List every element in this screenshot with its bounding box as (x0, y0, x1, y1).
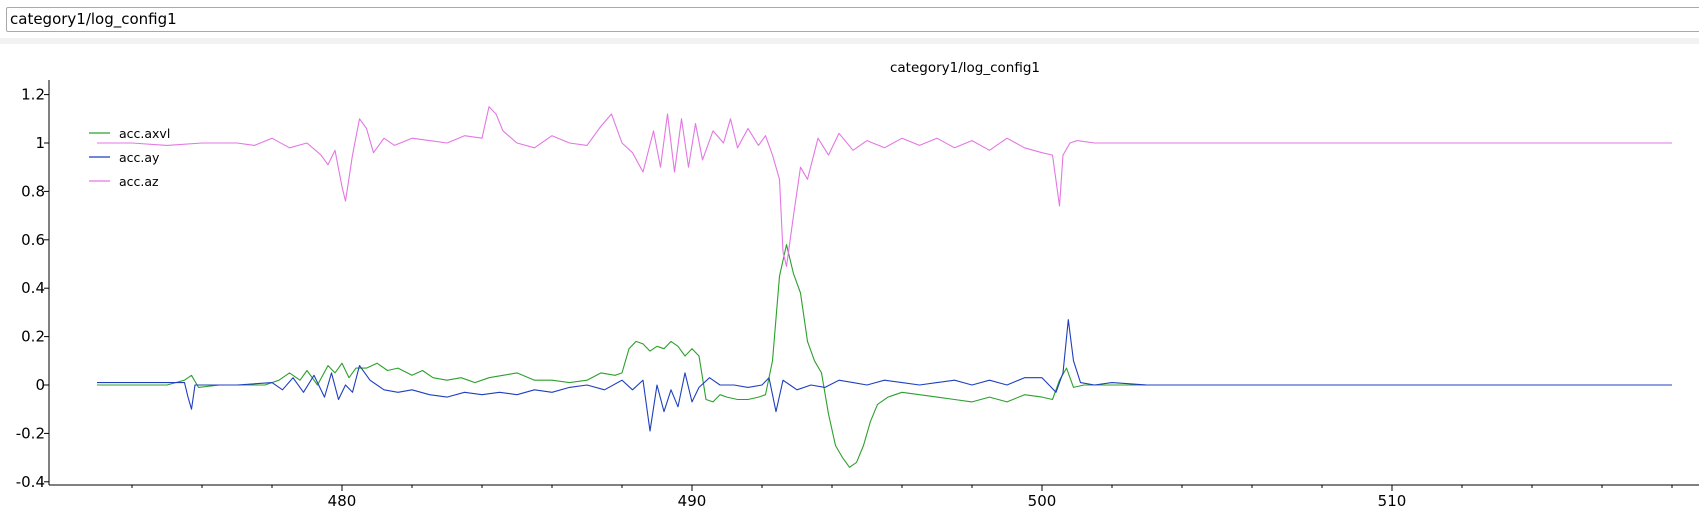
log-path-field[interactable]: category1/log_config1 (6, 7, 1699, 32)
y-tick-label: 0.6 (21, 231, 45, 249)
y-tick-label: 1 (35, 134, 45, 152)
y-tick-label: 0 (35, 376, 45, 394)
log-path-text: category1/log_config1 (10, 10, 177, 28)
legend[interactable]: acc.axvl acc.ay acc.az (89, 126, 170, 189)
series-line-acc-axvl (97, 244, 1672, 468)
y-tick-label: -0.2 (16, 424, 45, 442)
y-tick-label: 1.2 (21, 86, 45, 104)
series-layer (97, 106, 1672, 468)
series-line-acc-ay (97, 319, 1672, 432)
y-tick-label: 0.8 (21, 182, 45, 200)
x-tick-label: 500 (1028, 492, 1057, 510)
legend-label[interactable]: acc.axvl (119, 126, 170, 141)
toolbar-separator (0, 38, 1699, 44)
y-tick-label: -0.4 (16, 473, 45, 491)
y-tick-label: 0.2 (21, 328, 45, 346)
legend-label[interactable]: acc.ay (119, 150, 160, 165)
x-tick-label: 480 (328, 492, 357, 510)
axes: -0.4 -0.2 0 0.2 0.4 0.6 0.8 1 1.2 480 490 500 510 (16, 80, 1699, 510)
chart-title: category1/log_config1 (890, 60, 1040, 76)
plot-background (13, 44, 1699, 515)
series-line-acc-az (97, 106, 1672, 267)
x-tick-label: 510 (1378, 492, 1407, 510)
y-tick-label: 0.4 (21, 279, 45, 297)
x-tick-label: 490 (678, 492, 707, 510)
legend-label[interactable]: acc.az (119, 174, 159, 189)
